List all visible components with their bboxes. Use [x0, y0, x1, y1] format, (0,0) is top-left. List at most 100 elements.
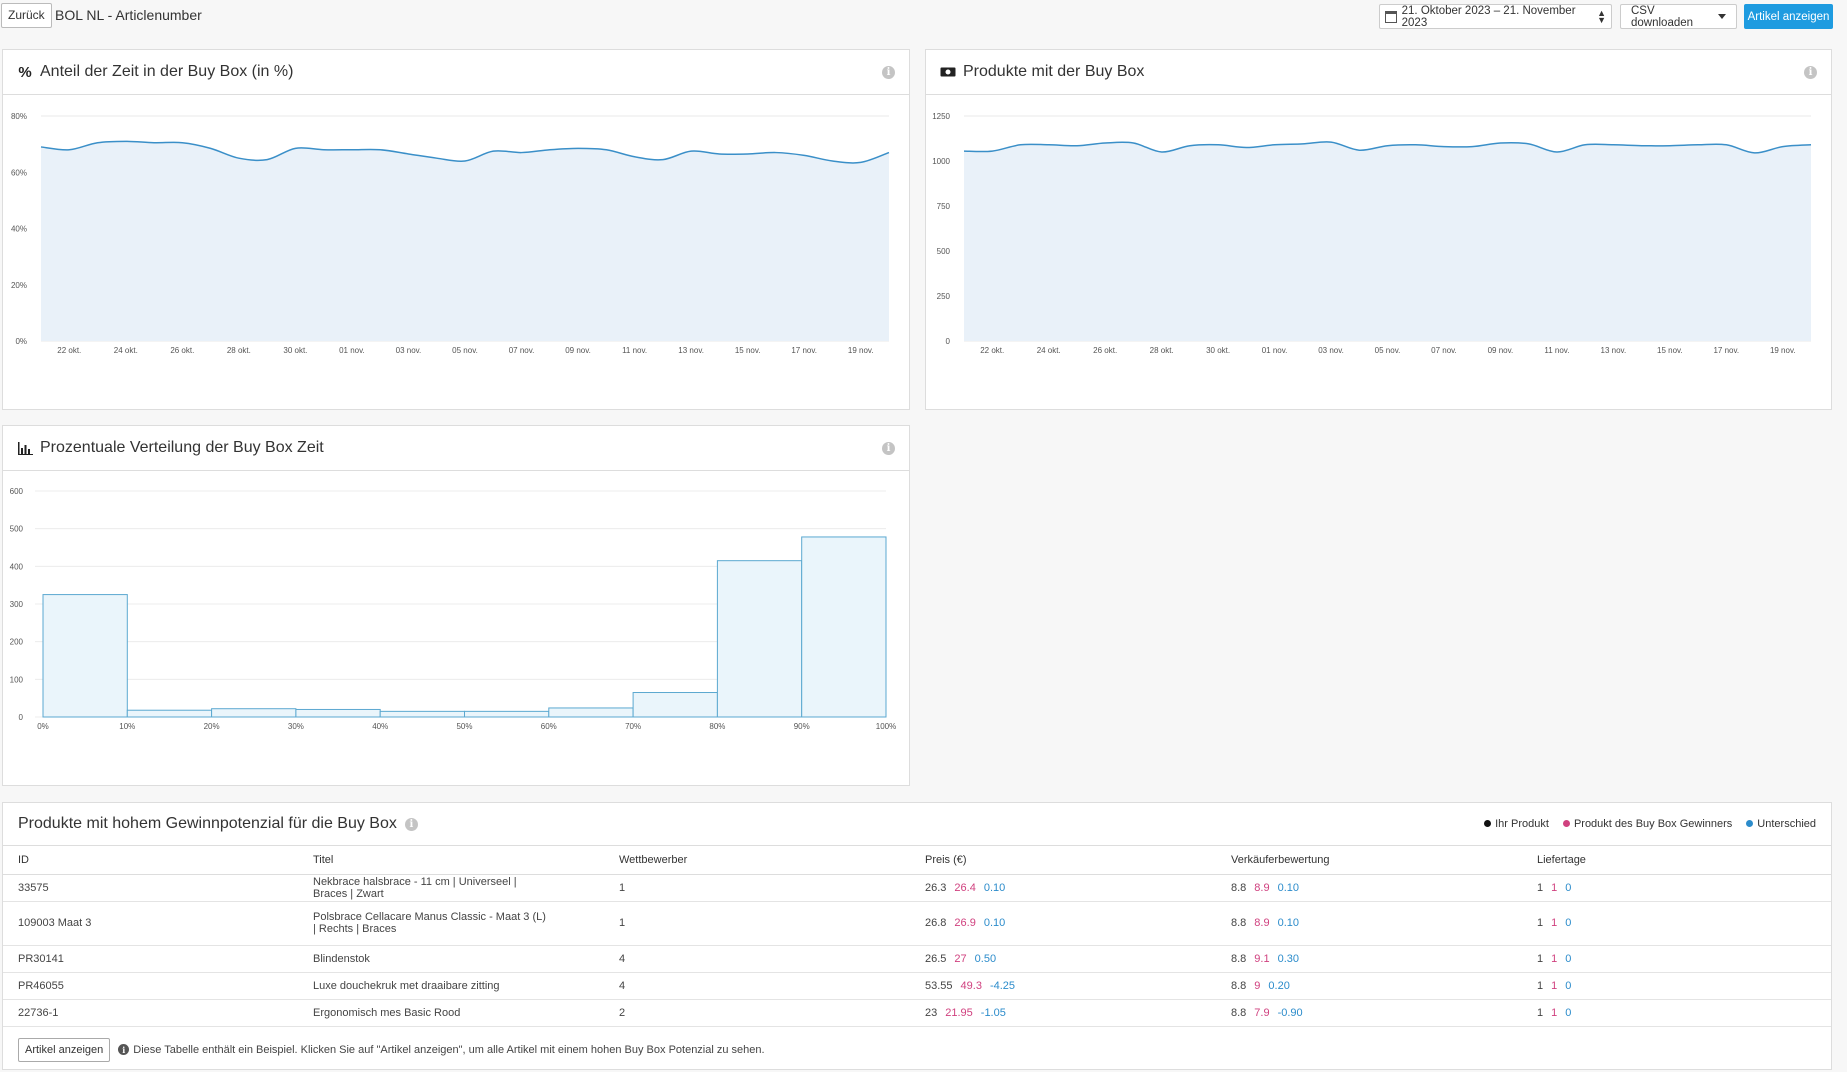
- y-tick-label: 0: [946, 337, 951, 346]
- y-tick-label: 250: [937, 292, 951, 301]
- winner-value: 1: [1551, 979, 1558, 992]
- bar: [379, 710, 466, 718]
- own-value: 8.8: [1231, 917, 1247, 929]
- x-tick-label: 17 nov.: [1713, 346, 1739, 355]
- winner-value: 9.1: [1254, 952, 1270, 965]
- info-icon: i: [118, 1044, 130, 1055]
- table-row[interactable]: 109003 Maat 3 Polsbrace Cellacare Manus C…: [3, 901, 1831, 946]
- x-tick-label: 40%: [372, 722, 388, 731]
- x-tick-label: 30%: [288, 722, 304, 731]
- y-tick-label: 600: [10, 487, 24, 496]
- csv-download-label: CSV downloaden: [1631, 4, 1694, 29]
- info-icon[interactable]: i: [882, 65, 895, 79]
- x-tick-label: 20%: [204, 722, 220, 731]
- sort-arrows-icon: ▲ ▼: [1597, 7, 1606, 25]
- show-articles-button[interactable]: Artikel anzeigen: [1744, 4, 1833, 29]
- calendar-icon: [1385, 10, 1397, 23]
- buybox-potential-panel: Produkte mit hohem Gewinnpotenzial für d…: [2, 802, 1832, 1070]
- percent-icon: %: [18, 63, 32, 81]
- title-cell: Luxe douchekruk met draaibare zitting: [298, 972, 604, 1000]
- difference-value: 0.10: [983, 917, 1006, 929]
- table-row[interactable]: 33575 Nekbrace halsbrace - 11 cm | Univer…: [3, 874, 1831, 902]
- table-footer: Artikel anzeigen i Diese Tabelle enthält…: [3, 1027, 1831, 1072]
- column-header[interactable]: Verkäuferbewertung: [1216, 846, 1522, 875]
- x-tick-label: 70%: [625, 722, 641, 731]
- competitors-cell: 2: [604, 999, 910, 1027]
- competitors-cell: 1: [604, 874, 910, 902]
- x-tick-label: 11 nov.: [1544, 346, 1569, 355]
- column-header[interactable]: Titel: [298, 846, 604, 875]
- date-range-picker[interactable]: 21. Oktober 2023 – 21. November 2023 ▲ ▼: [1379, 4, 1612, 29]
- title-cell: Ergonomisch mes Basic Rood: [298, 999, 604, 1027]
- own-value: 8.8: [1231, 952, 1247, 965]
- x-tick-label: 13 nov.: [1601, 346, 1627, 355]
- legend-label: Unterschied: [1757, 818, 1816, 830]
- difference-value: 0: [1565, 952, 1572, 965]
- x-tick-label: 13 nov.: [678, 346, 704, 355]
- difference-value: -1.05: [980, 1006, 1006, 1019]
- bar: [42, 594, 128, 718]
- column-header[interactable]: Preis (€): [910, 846, 1216, 875]
- column-header[interactable]: ID: [3, 846, 298, 875]
- x-tick-label: 22 okt.: [57, 346, 81, 355]
- y-tick-label: 750: [937, 202, 951, 211]
- x-tick-label: 09 nov.: [565, 346, 591, 355]
- difference-value: 0: [1565, 917, 1572, 929]
- y-tick-label: 0: [19, 713, 24, 722]
- x-tick-label: 01 nov.: [1262, 346, 1288, 355]
- area-fill: [41, 141, 889, 341]
- distribution-bar-chart: 0 100 200 300 400 500 600 0% 10% 20% 30% 40% 50% 60% 7…: [10, 487, 897, 731]
- y-tick-label: 500: [937, 247, 951, 256]
- y-tick-label: 40%: [11, 225, 27, 234]
- y-tick-label: 80%: [11, 112, 27, 121]
- x-tick-label: 15 nov.: [1657, 346, 1683, 355]
- y-tick-label: 1000: [932, 157, 950, 166]
- column-header[interactable]: Wettbewerber: [604, 846, 910, 875]
- id-cell: 33575: [3, 874, 298, 902]
- info-icon[interactable]: i: [404, 817, 418, 831]
- potential-table: ID Titel Wettbewerber Preis (€) Verkäuferbew…: [3, 846, 1831, 1027]
- x-tick-label: 30 okt.: [1206, 346, 1230, 355]
- csv-download-dropdown[interactable]: CSV downloaden: [1620, 4, 1737, 29]
- date-range-label: 21. Oktober 2023 – 21. November 2023: [1401, 4, 1576, 29]
- x-tick-label: 30 okt.: [283, 346, 307, 355]
- table-row[interactable]: 22736-1 Ergonomisch mes Basic Rood 2 23 21.9…: [3, 999, 1831, 1027]
- x-tick-label: 15 nov.: [735, 346, 761, 355]
- y-tick-label: 1250: [932, 112, 950, 121]
- info-icon[interactable]: i: [882, 441, 895, 455]
- info-icon[interactable]: i: [1804, 65, 1817, 79]
- own-value: 8.8: [1231, 881, 1247, 894]
- id-cell: PR30141: [3, 945, 298, 973]
- own-value: 53.55: [925, 979, 953, 992]
- y-tick-label: 300: [10, 600, 24, 609]
- legend-item: Unterschied: [1746, 818, 1816, 830]
- y-tick-label: 400: [10, 562, 24, 571]
- winner-value: 27: [954, 952, 967, 965]
- x-tick-label: 05 nov.: [452, 346, 478, 355]
- panel-title: Prozentuale Verteilung der Buy Box Zeit: [40, 439, 324, 456]
- title-cell: Blindenstok: [298, 945, 604, 973]
- bar: [211, 708, 297, 718]
- rating-cell: 8.8 8.9 0.10: [1216, 874, 1522, 902]
- winner-value: 1: [1551, 952, 1558, 965]
- table-row[interactable]: PR30141 Blindenstok 4 26.5 27 0.50 8.8 9.1 0.30 1…: [3, 945, 1831, 973]
- chevron-down-icon: [1718, 14, 1726, 19]
- x-tick-label: 22 okt.: [980, 346, 1004, 355]
- difference-value: 0.20: [1268, 979, 1290, 992]
- footer-note: Diese Tabelle enthält ein Beispiel. Klic…: [133, 1043, 765, 1056]
- winner-value: 8.9: [1254, 917, 1270, 929]
- own-value: 1: [1537, 1006, 1544, 1019]
- winner-value: 49.3: [960, 979, 982, 992]
- panel-title: Anteil der Zeit in der Buy Box (in %): [40, 63, 294, 80]
- show-articles-footer-button[interactable]: Artikel anzeigen: [18, 1037, 111, 1062]
- table-row[interactable]: PR46055 Luxe douchekruk met draaibare zit…: [3, 972, 1831, 1000]
- id-cell: 109003 Maat 3: [3, 901, 298, 946]
- winner-value: 9: [1254, 979, 1261, 992]
- title-cell: Polsbrace Cellacare Manus Classic - Maat…: [298, 901, 604, 946]
- column-header[interactable]: Liefertage: [1522, 846, 1831, 875]
- winner-value: 8.9: [1254, 881, 1270, 894]
- back-button[interactable]: Zurück: [1, 3, 52, 28]
